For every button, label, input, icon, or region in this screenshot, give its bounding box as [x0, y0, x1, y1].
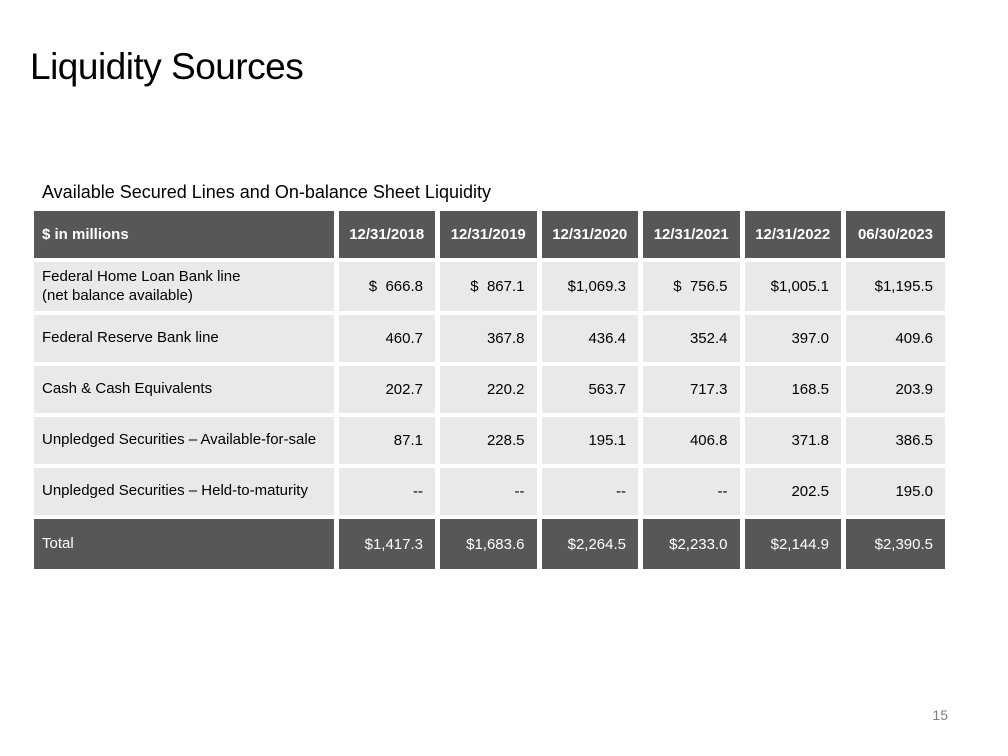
total-label: Total [34, 515, 336, 569]
liquidity-table: $ in millions 12/31/2018 12/31/2019 12/3… [34, 211, 945, 569]
cell-value: 202.7 [333, 362, 438, 415]
column-header-date: 12/31/2019 [435, 211, 539, 260]
table-total-row: Total $1,417.3 $1,683.6 $2,264.5 $2,233.… [34, 515, 945, 569]
page-number: 15 [932, 707, 948, 723]
column-header-date: 06/30/2023 [841, 211, 945, 260]
table-row: Unpledged Securities – Held-to-maturity … [34, 464, 945, 517]
total-value: $1,417.3 [333, 515, 438, 569]
cell-value: 367.8 [435, 311, 539, 364]
cell-value: $1,195.5 [841, 258, 945, 313]
total-value: $2,144.9 [739, 515, 844, 569]
table-row: Federal Reserve Bank line 460.7 367.8 43… [34, 311, 945, 364]
cell-value: 460.7 [333, 311, 438, 364]
cell-value: 228.5 [435, 413, 539, 466]
cell-value: 409.6 [841, 311, 945, 364]
cell-value: -- [536, 464, 641, 517]
column-header-date: 12/31/2020 [536, 211, 641, 260]
cell-value: 717.3 [638, 362, 742, 415]
cell-value: 352.4 [638, 311, 742, 364]
cell-value: 203.9 [841, 362, 945, 415]
cell-value: -- [333, 464, 438, 517]
cell-value: 220.2 [435, 362, 539, 415]
cell-value: 386.5 [841, 413, 945, 466]
cell-value: 195.1 [536, 413, 641, 466]
cell-value: -- [638, 464, 742, 517]
total-value: $2,233.0 [638, 515, 742, 569]
table-caption: Available Secured Lines and On-balance S… [42, 182, 491, 202]
cell-value: 406.8 [638, 413, 742, 466]
cell-value: 195.0 [841, 464, 945, 517]
total-value: $2,264.5 [536, 515, 641, 569]
column-header-units: $ in millions [34, 211, 336, 260]
row-label: Federal Home Loan Bank line (net balance… [34, 258, 336, 313]
cell-value: 87.1 [333, 413, 438, 466]
table-row: Cash & Cash Equivalents 202.7 220.2 563.… [34, 362, 945, 415]
row-label: Unpledged Securities – Available-for-sal… [34, 413, 336, 466]
cell-value: 436.4 [536, 311, 641, 364]
cell-value: 397.0 [739, 311, 844, 364]
liquidity-table-container: $ in millions 12/31/2018 12/31/2019 12/3… [34, 211, 945, 569]
total-value: $1,683.6 [435, 515, 539, 569]
column-header-date: 12/31/2021 [638, 211, 742, 260]
row-label: Cash & Cash Equivalents [34, 362, 336, 415]
cell-value: $ 756.5 [638, 258, 742, 313]
table-row: Federal Home Loan Bank line (net balance… [34, 258, 945, 313]
cell-value: 371.8 [739, 413, 844, 466]
total-value: $2,390.5 [841, 515, 945, 569]
cell-value: $1,069.3 [536, 258, 641, 313]
cell-value: $1,005.1 [739, 258, 844, 313]
cell-value: 563.7 [536, 362, 641, 415]
cell-value: $ 666.8 [333, 258, 438, 313]
table-row: Unpledged Securities – Available-for-sal… [34, 413, 945, 466]
row-label: Unpledged Securities – Held-to-maturity [34, 464, 336, 517]
cell-value: 202.5 [739, 464, 844, 517]
cell-value: -- [435, 464, 539, 517]
row-label: Federal Reserve Bank line [34, 311, 336, 364]
column-header-date: 12/31/2018 [333, 211, 438, 260]
table-header-row: $ in millions 12/31/2018 12/31/2019 12/3… [34, 211, 945, 260]
column-header-date: 12/31/2022 [739, 211, 844, 260]
slide-title: Liquidity Sources [30, 46, 304, 87]
cell-value: $ 867.1 [435, 258, 539, 313]
cell-value: 168.5 [739, 362, 844, 415]
